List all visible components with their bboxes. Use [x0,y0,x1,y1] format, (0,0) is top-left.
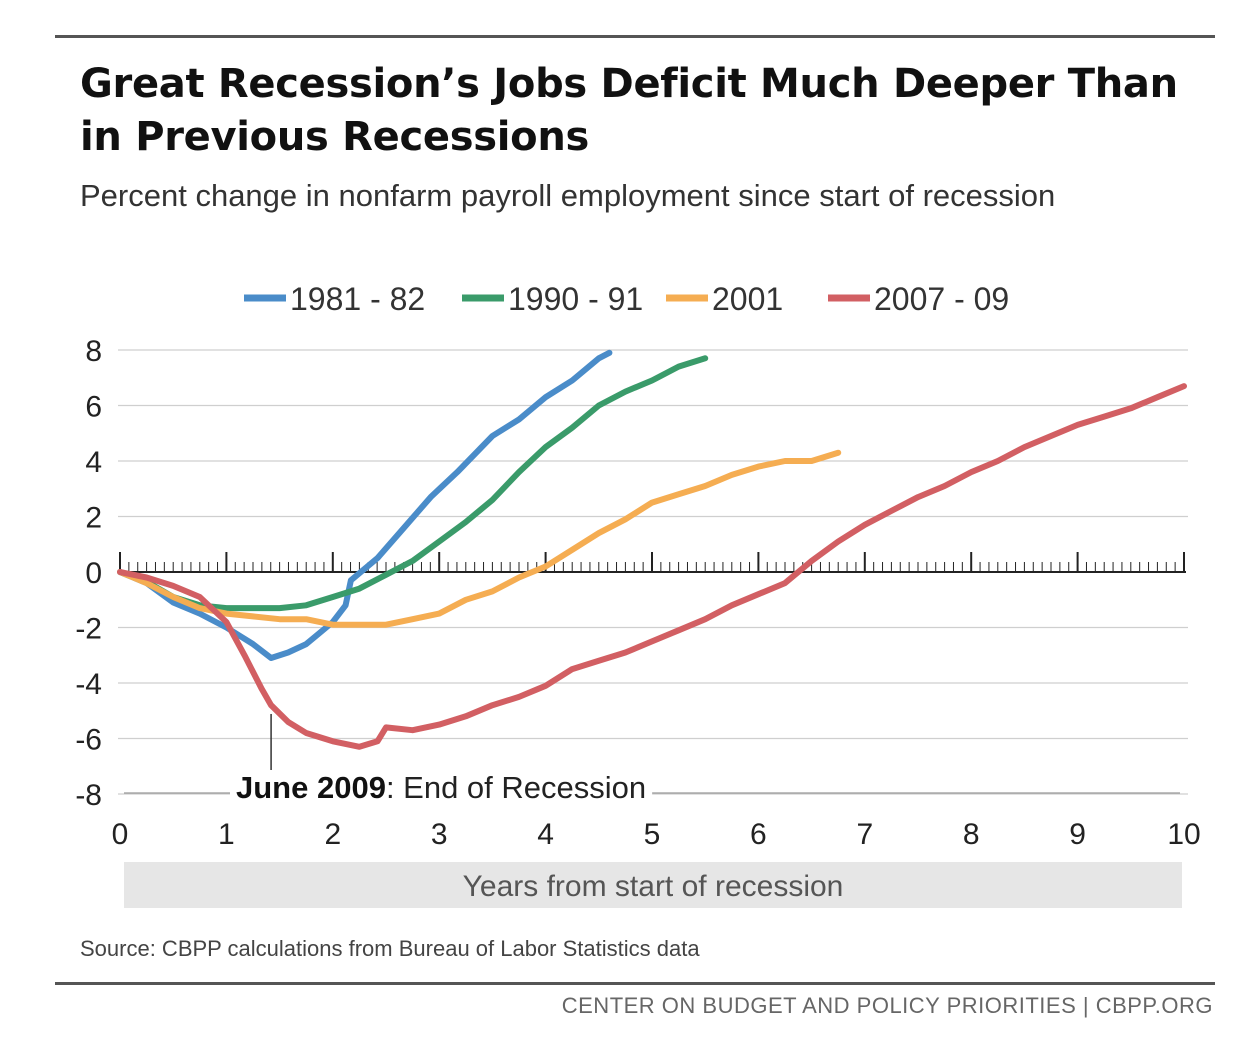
y-tick-label: 2 [85,502,102,535]
y-tick-label: -6 [75,724,102,757]
x-tick-label: 7 [856,818,873,851]
x-tick-label: 3 [431,818,448,851]
legend-item: 1981 - 82 [244,281,425,317]
x-tick-label: 9 [1069,818,1086,851]
annotation-label: June 2009: End of Recession [236,770,646,805]
y-tick-label: -4 [75,668,102,701]
x-tick-label: 1 [218,818,235,851]
y-tick-label: 6 [85,391,102,424]
annotation: June 2009: End of Recession [124,713,1180,805]
x-tick-label: 5 [644,818,661,851]
chart-subtitle: Percent change in nonfarm payroll employ… [80,178,1056,213]
series-line [117,383,1187,750]
annotation-text: : End of Recession [386,770,646,805]
annotation-bold-text: June 2009 [236,770,386,805]
y-axis: 8 6 4 2 0 -2 -4 -6 -8 [75,335,102,812]
x-tick-label: 6 [750,818,767,851]
legend-label: 1990 - 91 [508,281,643,317]
y-tick-label: 8 [85,335,102,368]
y-tick-label: 4 [85,446,102,479]
legend: 1981 - 82 1990 - 91 2001 2007 - 09 [244,281,1009,317]
x-tick-label: 2 [324,818,341,851]
bottom-rule [55,982,1215,985]
footer-credit: CENTER ON BUDGET AND POLICY PRIORITIES |… [561,993,1213,1018]
series-line [117,355,709,612]
y-tick-label: -8 [75,779,102,812]
legend-label: 2007 - 09 [874,281,1009,317]
x-axis-label: Years from start of recession [463,870,844,903]
legend-label: 1981 - 82 [290,281,425,317]
top-rule [55,35,1215,38]
chart-title: Great Recession’s Jobs Deficit Much Deep… [80,61,1178,160]
x-axis-label-band [124,862,1182,908]
x-axis: 0 1 2 3 4 5 6 7 8 9 10 [112,552,1201,851]
series-line [117,449,842,628]
x-tick-label: 8 [963,818,980,851]
y-tick-label: 0 [85,557,102,590]
annotation-background [230,770,653,805]
legend-item: 2001 [666,281,783,317]
series-lines [117,349,1187,750]
x-tick-label: 0 [112,818,129,851]
source-note: Source: CBPP calculations from Bureau of… [80,936,700,961]
x-tick-label: 10 [1167,818,1200,851]
series-line [117,349,613,661]
x-tick-label: 4 [537,818,554,851]
y-tick-label: -2 [75,613,102,646]
line-chart: 1981 - 82 1990 - 91 2001 2007 - 09 8 6 4 2 0 -2 -… [75,281,1201,908]
legend-item: 1990 - 91 [462,281,643,317]
legend-label: 2001 [712,281,783,317]
legend-item: 2007 - 09 [828,281,1009,317]
